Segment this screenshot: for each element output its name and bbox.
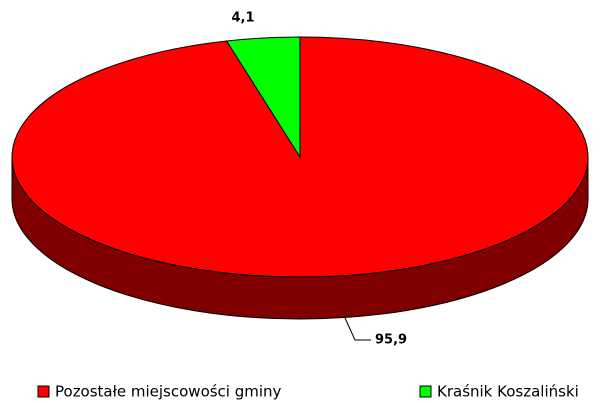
legend-swatch (419, 385, 432, 398)
value-label: 95,9 (375, 333, 407, 348)
legend-label: Kraśnik Koszaliński (437, 383, 579, 401)
legend-swatch (37, 385, 50, 398)
slice (225, 36, 301, 159)
legend-label: Pozostałe miejscowości gminy (55, 383, 282, 401)
leader-line (344, 317, 371, 341)
value-label: 4,1 (231, 10, 254, 25)
